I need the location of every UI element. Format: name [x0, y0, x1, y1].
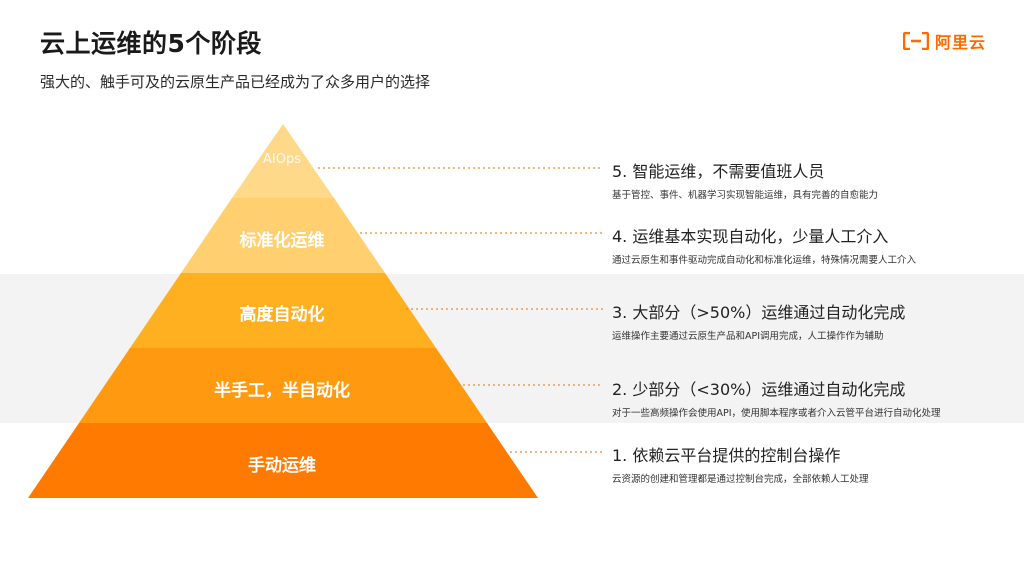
pyramid-layer-standardized	[181, 198, 385, 273]
stage-title: 4. 运维基本实现自动化，少量人工介入	[612, 227, 889, 246]
stage-title: 1. 依赖云平台提供的控制台操作	[612, 446, 841, 465]
stage-description: 对于一些高频操作会使用API，使用脚本程序或者介入云管平台进行自动化处理	[612, 408, 941, 419]
pyramid-layer-highly-automated	[130, 273, 436, 348]
stage-description: 通过云原生和事件驱动完成自动化和标准化运维，特殊情况需要人工介入	[612, 255, 917, 266]
stage-description: 云资源的创建和管理都是通过控制台完成，全部依赖人工处理	[612, 474, 869, 485]
layer-label-highly-automated: 高度自动化	[239, 305, 325, 325]
aliyun-logo-icon	[902, 32, 929, 50]
stage-item-1: 1. 依赖云平台提供的控制台操作 云资源的创建和管理都是通过控制台完成，全部依赖…	[612, 442, 869, 485]
layer-label-aiops: AIOps	[263, 152, 301, 167]
stage-item-3: 3. 大部分（>50%）运维通过自动化完成 运维操作主要通过云原生产品和API调…	[612, 299, 905, 342]
pyramid-layer-semi-automated	[79, 348, 487, 423]
stage-item-2: 2. 少部分（<30%）运维通过自动化完成 对于一些高频操作会使用API，使用脚…	[612, 376, 941, 419]
page-title: 云上运维的5个阶段	[40, 29, 262, 58]
stage-title: 5. 智能运维，不需要值班人员	[612, 162, 825, 181]
layer-label-semi-automated: 半手工，半自动化	[214, 381, 350, 401]
layer-label-standardized: 标准化运维	[239, 231, 325, 251]
stage-item-4: 4. 运维基本实现自动化，少量人工介入 通过云原生和事件驱动完成自动化和标准化运…	[612, 223, 916, 266]
layer-label-manual: 手动运维	[248, 456, 316, 476]
page-subtitle: 强大的、触手可及的云原生产品已经成为了众多用户的选择	[40, 73, 431, 91]
stage-title: 2. 少部分（<30%）运维通过自动化完成	[612, 380, 906, 399]
pyramid-layer-aiops	[232, 124, 334, 198]
stage-item-5: 5. 智能运维，不需要值班人员 基于管控、事件、机器学习实现智能运维，具有完善的…	[612, 158, 878, 201]
stage-title: 3. 大部分（>50%）运维通过自动化完成	[612, 303, 906, 322]
logo-text: 阿里云	[934, 33, 986, 52]
stage-description: 基于管控、事件、机器学习实现智能运维，具有完善的自愈能力	[612, 190, 879, 201]
stage-description: 运维操作主要通过云原生产品和API调用完成，人工操作作为辅助	[612, 331, 884, 342]
brand-logo: 阿里云	[902, 29, 986, 53]
pyramid-layer-manual	[28, 423, 538, 498]
